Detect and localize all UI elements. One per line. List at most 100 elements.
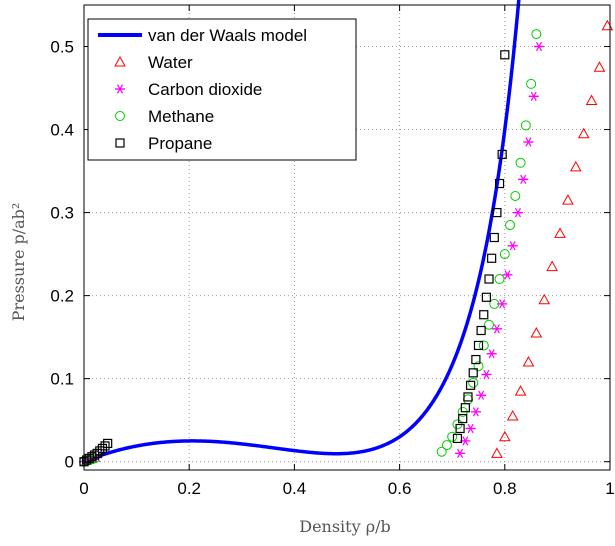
legend-label-propane: Propane bbox=[148, 134, 212, 153]
propane-point bbox=[500, 50, 510, 60]
legend-label-van-der-waals-model: van der Waals model bbox=[148, 26, 307, 45]
methane-point bbox=[520, 120, 531, 131]
water-point bbox=[593, 61, 606, 72]
water-point bbox=[601, 19, 614, 31]
propane-point bbox=[481, 292, 491, 302]
propane-point bbox=[484, 274, 494, 284]
legend-swatch-water bbox=[114, 55, 126, 67]
methane-point bbox=[510, 190, 521, 201]
propane-point bbox=[82, 455, 92, 465]
water-point bbox=[585, 94, 598, 105]
y-tick-label: 0.2 bbox=[50, 287, 74, 306]
propane-point bbox=[489, 232, 499, 243]
legend-box bbox=[87, 18, 357, 161]
propane-point bbox=[492, 207, 502, 218]
methane-point bbox=[441, 440, 452, 451]
y-tick-label: 0.1 bbox=[50, 370, 74, 389]
methane-point bbox=[515, 157, 526, 168]
y-tick-label: 0.4 bbox=[50, 121, 74, 140]
carbon-dioxide-point bbox=[491, 324, 502, 334]
legend-swatch-propane bbox=[115, 138, 125, 148]
legend-swatch-carbon-dioxide bbox=[115, 84, 125, 94]
x-tick-label: 0 bbox=[79, 479, 88, 498]
plot-frame bbox=[83, 4, 611, 471]
grid-lines bbox=[84, 5, 610, 470]
water-point bbox=[577, 127, 590, 139]
series-water bbox=[491, 19, 614, 458]
water-point bbox=[562, 194, 574, 205]
methane-point bbox=[484, 319, 495, 330]
x-axis-label: Density ρ/b bbox=[299, 517, 391, 536]
carbon-dioxide-point bbox=[481, 369, 492, 380]
x-tick-label: 0.6 bbox=[388, 479, 412, 498]
y-tick-label: 0 bbox=[65, 453, 74, 472]
x-tick-label: 1 bbox=[605, 479, 614, 498]
propane-point bbox=[84, 453, 94, 463]
propane-point bbox=[476, 325, 486, 336]
carbon-dioxide-point bbox=[512, 207, 523, 218]
propane-point bbox=[87, 452, 97, 462]
carbon-dioxide-point bbox=[518, 174, 529, 185]
water-point bbox=[514, 385, 527, 396]
methane-point bbox=[499, 249, 510, 260]
axis-ticks: 0 0.2 0.4 0.6 0.8 1 0 0.1 0.2 0.3 0.4 0.5 bbox=[50, 5, 615, 498]
x-tick-label: 0.2 bbox=[177, 479, 201, 498]
y-axis-label: Pressure p/ab² bbox=[9, 203, 28, 322]
water-point bbox=[569, 160, 582, 172]
propane-point bbox=[460, 403, 470, 413]
methane-point bbox=[436, 446, 447, 457]
propane-point bbox=[473, 340, 484, 351]
y-tick-label: 0.5 bbox=[50, 38, 74, 57]
carbon-dioxide-point bbox=[465, 423, 476, 434]
propane-point bbox=[479, 310, 489, 320]
propane-point bbox=[468, 368, 478, 378]
propane-point bbox=[100, 441, 110, 451]
y-tick-label: 0.3 bbox=[50, 204, 74, 223]
carbon-dioxide-point bbox=[476, 390, 487, 400]
methane-point bbox=[473, 361, 484, 372]
vdw-curve bbox=[83, 0, 521, 464]
methane-point bbox=[526, 78, 537, 89]
propane-point bbox=[487, 253, 497, 263]
carbon-dioxide-point bbox=[455, 448, 466, 459]
water-point bbox=[546, 260, 558, 272]
legend-swatch-methane bbox=[115, 111, 125, 121]
methane-point bbox=[531, 29, 542, 40]
propane-point bbox=[494, 178, 505, 189]
propane-point bbox=[97, 443, 108, 454]
series-van-der-waals-model bbox=[83, 0, 521, 464]
water-point bbox=[491, 447, 503, 458]
methane-point bbox=[494, 274, 505, 285]
propane-point bbox=[103, 438, 113, 449]
legend: van der Waals model Water Carbon dioxide Me… bbox=[87, 18, 357, 161]
carbon-dioxide-point bbox=[470, 407, 481, 417]
carbon-dioxide-point bbox=[502, 270, 513, 280]
propane-point bbox=[452, 433, 463, 444]
propane-point bbox=[463, 392, 473, 402]
legend-label-water: Water bbox=[148, 53, 193, 72]
water-point bbox=[498, 430, 511, 442]
carbon-dioxide-point bbox=[523, 137, 534, 147]
water-point bbox=[506, 409, 519, 421]
water-point bbox=[538, 293, 551, 305]
propane-point bbox=[458, 413, 468, 424]
x-tick-label: 0.4 bbox=[283, 479, 307, 498]
methane-point bbox=[468, 377, 479, 388]
methane-point bbox=[462, 394, 473, 405]
methane-point bbox=[489, 298, 500, 309]
legend-label-carbon-dioxide: Carbon dioxide bbox=[148, 80, 262, 99]
propane-point bbox=[455, 423, 465, 434]
x-tick-label: 0.8 bbox=[493, 479, 517, 498]
methane-point bbox=[505, 220, 516, 231]
methane-point bbox=[478, 340, 489, 351]
carbon-dioxide-point bbox=[507, 241, 518, 251]
propane-point bbox=[497, 149, 507, 160]
methane-point bbox=[447, 431, 458, 442]
carbon-dioxide-point bbox=[486, 349, 497, 359]
propane-point bbox=[95, 446, 105, 456]
legend-label-methane: Methane bbox=[148, 107, 214, 126]
propane-point bbox=[466, 380, 476, 390]
water-point bbox=[530, 326, 543, 338]
propane-point bbox=[471, 354, 481, 365]
